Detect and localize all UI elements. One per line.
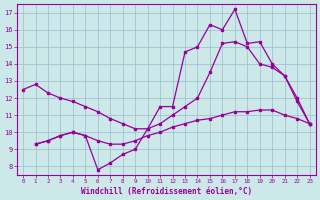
- X-axis label: Windchill (Refroidissement éolien,°C): Windchill (Refroidissement éolien,°C): [81, 187, 252, 196]
